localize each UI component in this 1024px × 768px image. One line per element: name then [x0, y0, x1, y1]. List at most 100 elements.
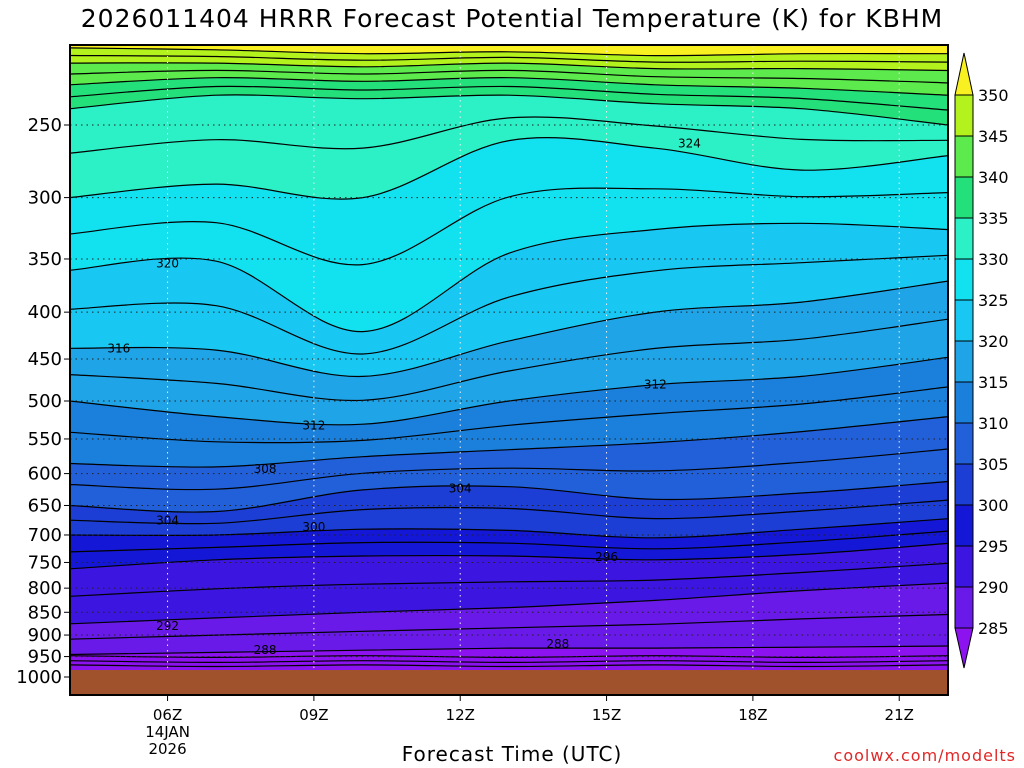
contour-label-9: 296: [595, 550, 618, 564]
filled-contours: [70, 45, 948, 695]
contour-label-10: 292: [156, 619, 179, 633]
colorbar-label-350: 350: [978, 86, 1009, 105]
y-tick-label-250: 250: [28, 115, 62, 136]
colorbar-label-330: 330: [978, 250, 1009, 269]
isentrope-low-2: [70, 664, 948, 668]
isentrope-314: [70, 318, 948, 402]
x-tick-label-09Z: 09Z: [299, 706, 328, 724]
isentrope-322: [70, 187, 948, 266]
isentrope-308: [70, 416, 948, 468]
colorbar-label-290: 290: [978, 578, 1009, 597]
y-tick-label-350: 350: [28, 249, 62, 270]
isentrope-288: [70, 645, 948, 656]
y-tick-label-850: 850: [28, 602, 62, 623]
isentrope-328: [70, 94, 948, 126]
contour-label-7: 304: [156, 513, 179, 527]
isentrope-326: [70, 116, 948, 154]
colorbar-legend: 285 290 295 300 305 310 315 320 325 330 335 340 345 3…: [954, 52, 1009, 669]
y-tick-label-1000: 1000: [16, 667, 62, 688]
plot-frame: [69, 44, 949, 696]
colorbar-label-285: 285: [978, 619, 1009, 638]
colorbar-seg-300: [954, 463, 974, 506]
contour-labels: 324 320 316 312 312 308 304 304 300 296 292 288 288: [107, 137, 701, 658]
isentrope-300: [70, 518, 948, 539]
isentrope-318: [70, 254, 948, 355]
colorbar-seg-340: [954, 135, 974, 178]
colorbar-label-325: 325: [978, 291, 1009, 310]
isentrope-290: [70, 613, 948, 640]
contour-label-0: 324: [678, 137, 701, 151]
x-tick-label-12Z: 12Z: [446, 706, 475, 724]
contour-label-8: 300: [302, 520, 325, 534]
credit-text: coolwx.com/modelts: [833, 746, 1016, 765]
isentrope-304: [70, 480, 948, 513]
colorbar-seg-305: [954, 422, 974, 465]
isentrope-low-0: [70, 655, 948, 659]
colorbar-seg-285: [954, 586, 974, 629]
isentrope-330: [70, 85, 948, 111]
isentrope-320: [70, 222, 948, 333]
y-tick-label-650: 650: [28, 495, 62, 516]
colorbar-seg-325: [954, 258, 974, 301]
isentrope-324: [70, 137, 948, 200]
y-tick-label-500: 500: [28, 391, 62, 412]
colorbar-seg-315: [954, 340, 974, 383]
isentrope-340: [70, 47, 948, 57]
x-date-label: 14JAN: [145, 723, 190, 741]
colorbar-seg-330: [954, 217, 974, 260]
x-tick-label-21Z: 21Z: [885, 706, 914, 724]
colorbar-label-340: 340: [978, 168, 1009, 187]
y-tick-label-950: 950: [28, 647, 62, 668]
colorbar-label-305: 305: [978, 455, 1009, 474]
colorbar-label-295: 295: [978, 537, 1009, 556]
x-tick-label-18Z: 18Z: [738, 706, 767, 724]
isentrope-294: [70, 562, 948, 597]
colorbar-seg-290: [954, 545, 974, 588]
contour-label-6: 304: [449, 482, 472, 496]
isentrope-338: [70, 54, 948, 63]
colorbar-max-arrow: [954, 52, 974, 96]
y-tick-label-750: 750: [28, 552, 62, 573]
colorbar-seg-345: [954, 94, 974, 137]
y-tick-label-800: 800: [28, 578, 62, 599]
isentrope-lines: [70, 47, 948, 668]
colorbar-label-345: 345: [978, 127, 1009, 146]
colorbar-label-300: 300: [978, 496, 1009, 515]
colorbar-seg-320: [954, 299, 974, 342]
x-year-label: 2026: [148, 740, 186, 758]
contour-label-2: 316: [107, 341, 130, 355]
colorbar-label-320: 320: [978, 332, 1009, 351]
ground: [70, 670, 948, 695]
y-tick-label-900: 900: [28, 625, 62, 646]
x-axis-label: Forecast Time (UTC): [401, 742, 623, 766]
isentrope-306: [70, 448, 948, 491]
isentrope-316: [70, 280, 948, 378]
y-tick-label-550: 550: [28, 429, 62, 450]
x-tick-label-15Z: 15Z: [592, 706, 621, 724]
y-axis: 2503003504004505005506006507007508008509…: [16, 115, 70, 688]
colorbar-seg-295: [954, 504, 974, 547]
colorbar-label-335: 335: [978, 209, 1009, 228]
contour-label-11: 288: [254, 643, 277, 657]
y-tick-label-600: 600: [28, 464, 62, 485]
isentrope-298: [70, 530, 948, 553]
y-tick-label-700: 700: [28, 525, 62, 546]
x-tick-label-06Z: 06Z: [153, 706, 182, 724]
colorbar-seg-335: [954, 176, 974, 219]
grid-lines: [70, 45, 948, 695]
colorbar-label-315: 315: [978, 373, 1009, 392]
colorbar-seg-310: [954, 381, 974, 424]
colorbar-label-310: 310: [978, 414, 1009, 433]
isentrope-low-1: [70, 660, 948, 664]
contour-label-3: 312: [644, 378, 667, 392]
contour-label-5: 308: [254, 462, 277, 476]
isentrope-302: [70, 499, 948, 525]
y-tick-label-450: 450: [28, 349, 62, 370]
isentrope-332: [70, 77, 948, 96]
y-tick-label-300: 300: [28, 188, 62, 209]
contour-label-1: 320: [156, 257, 179, 271]
contour-label-4: 312: [302, 419, 325, 433]
contour-label-12: 288: [546, 637, 569, 651]
